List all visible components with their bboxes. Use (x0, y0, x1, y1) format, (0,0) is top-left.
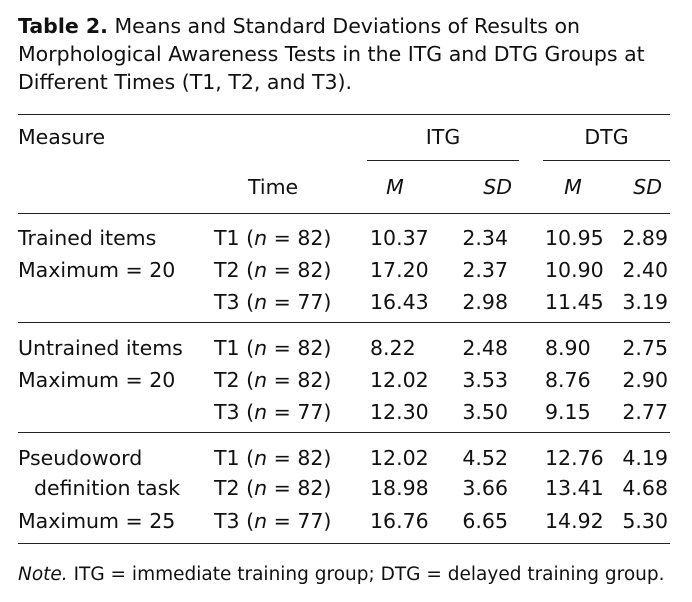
itg-mean-value: 12.30 (370, 400, 429, 424)
row-time: T3 (n = 77) (214, 509, 332, 533)
header-dtg-sd: SD (633, 175, 662, 199)
itg-sd-value: 2.48 (462, 336, 508, 360)
table-note: Note. ITG = immediate training group; DT… (18, 563, 665, 587)
sample-size: 77 (297, 509, 324, 533)
header-measure: Measure (18, 125, 106, 149)
dtg-sd-value: 4.68 (622, 476, 668, 500)
note-text: ITG = immediate training group; DTG = de… (73, 564, 665, 585)
header-itg-m: M (386, 175, 404, 199)
dtg-mean-value: 10.90 (545, 258, 604, 282)
dtg-sd-value: 2.75 (622, 336, 668, 360)
itg-mean-value: 12.02 (370, 446, 429, 470)
row-time: T2 (n = 82) (214, 368, 332, 392)
itg-spanner-rule (367, 160, 519, 161)
dtg-sd-value: 2.89 (622, 226, 668, 250)
itg-sd-value: 3.53 (462, 368, 508, 392)
dtg-sd-value: 2.77 (622, 400, 668, 424)
header-dtg-m: M (564, 175, 582, 199)
row-measure: Pseudoword (18, 446, 143, 470)
sample-size: 82 (297, 226, 324, 250)
group-rule-2 (18, 432, 670, 433)
note-label: Note. (18, 564, 68, 585)
table-caption: Table 2. Means and Standard Deviations o… (18, 12, 678, 96)
row-measure: definition task (34, 476, 181, 500)
time-label: T1 (214, 336, 240, 360)
row-measure: Maximum = 20 (18, 368, 176, 392)
time-label: T2 (214, 368, 240, 392)
time-label: T3 (214, 509, 240, 533)
dtg-sd-value: 3.19 (622, 290, 668, 314)
table-label: Table 2. (18, 14, 108, 38)
sample-size: 82 (297, 446, 324, 470)
dtg-sd-value: 2.90 (622, 368, 668, 392)
itg-sd-value: 2.34 (462, 226, 508, 250)
group-rule-1 (18, 322, 670, 323)
itg-sd-value: 2.37 (462, 258, 508, 282)
itg-mean-value: 10.37 (370, 226, 429, 250)
time-label: T3 (214, 400, 240, 424)
itg-sd-value: 4.52 (462, 446, 508, 470)
dtg-sd-value: 5.30 (622, 509, 668, 533)
itg-mean-value: 17.20 (370, 258, 429, 282)
sample-size: 82 (297, 476, 324, 500)
sample-size: 77 (297, 400, 324, 424)
row-time: T1 (n = 82) (214, 226, 332, 250)
header-itg: ITG (425, 125, 461, 149)
itg-sd-value: 2.98 (462, 290, 508, 314)
dtg-mean-value: 9.15 (545, 400, 591, 424)
dtg-mean-value: 11.45 (545, 290, 604, 314)
itg-sd-value: 6.65 (462, 509, 508, 533)
sample-size: 77 (297, 290, 324, 314)
header-rule (18, 213, 670, 214)
dtg-mean-value: 12.76 (545, 446, 604, 470)
itg-mean-value: 18.98 (370, 476, 429, 500)
sample-size: 82 (297, 368, 324, 392)
itg-mean-value: 16.76 (370, 509, 429, 533)
dtg-mean-value: 8.76 (545, 368, 591, 392)
dtg-spanner-rule (543, 160, 670, 161)
dtg-mean-value: 8.90 (545, 336, 591, 360)
time-label: T1 (214, 226, 240, 250)
itg-mean-value: 16.43 (370, 290, 429, 314)
top-rule (18, 114, 670, 115)
time-label: T2 (214, 258, 240, 282)
dtg-sd-value: 4.19 (622, 446, 668, 470)
table-title: Means and Standard Deviations of Results… (18, 14, 645, 94)
row-measure: Trained items (18, 226, 157, 250)
row-measure: Untrained items (18, 336, 183, 360)
header-time: Time (248, 175, 299, 199)
dtg-mean-value: 13.41 (545, 476, 604, 500)
sample-size: 82 (297, 336, 324, 360)
itg-mean-value: 8.22 (370, 336, 416, 360)
row-time: T2 (n = 82) (214, 258, 332, 282)
itg-sd-value: 3.50 (462, 400, 508, 424)
row-time: T3 (n = 77) (214, 400, 332, 424)
time-label: T1 (214, 446, 240, 470)
header-itg-sd: SD (483, 175, 512, 199)
dtg-mean-value: 14.92 (545, 509, 604, 533)
itg-sd-value: 3.66 (462, 476, 508, 500)
dtg-sd-value: 2.40 (622, 258, 668, 282)
row-time: T3 (n = 77) (214, 290, 332, 314)
row-time: T1 (n = 82) (214, 446, 332, 470)
bottom-rule (18, 543, 670, 544)
row-time: T2 (n = 82) (214, 476, 332, 500)
time-label: T3 (214, 290, 240, 314)
row-time: T1 (n = 82) (214, 336, 332, 360)
row-measure: Maximum = 25 (18, 509, 176, 533)
dtg-mean-value: 10.95 (545, 226, 604, 250)
itg-mean-value: 12.02 (370, 368, 429, 392)
row-measure: Maximum = 20 (18, 258, 176, 282)
header-dtg: DTG (584, 125, 629, 149)
sample-size: 82 (297, 258, 324, 282)
time-label: T2 (214, 476, 240, 500)
